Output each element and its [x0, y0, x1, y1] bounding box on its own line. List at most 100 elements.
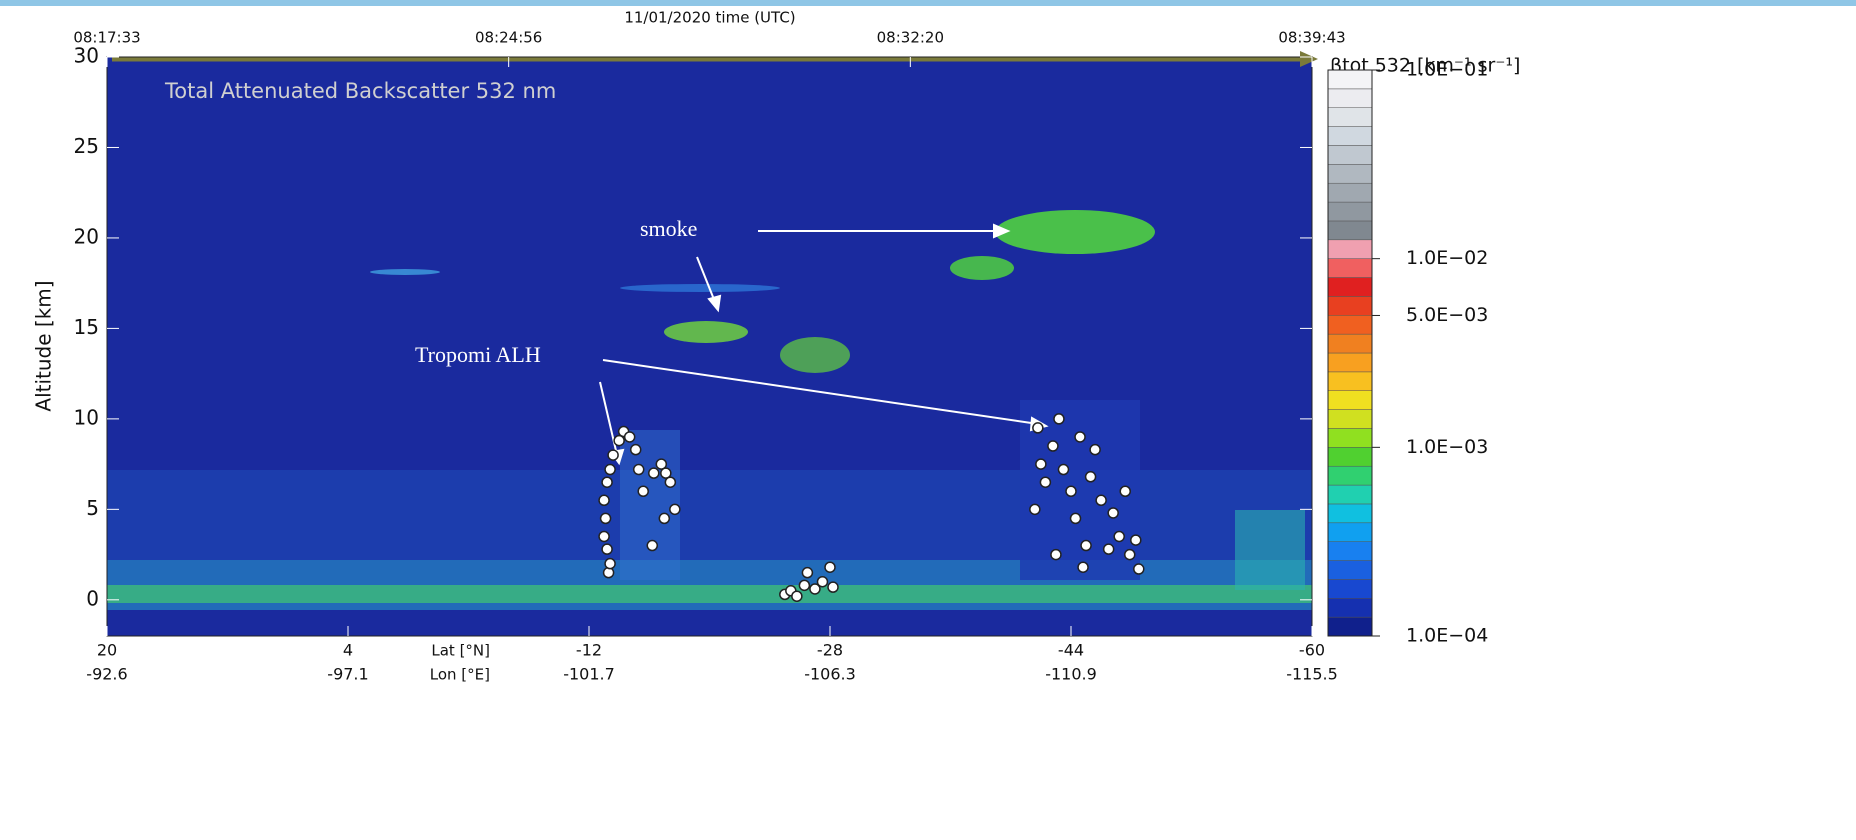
smoke-plume — [950, 256, 1014, 280]
lon-label: Lon [°E] — [430, 666, 490, 684]
colorbar-step — [1328, 221, 1372, 240]
time-tick-label: 08:39:43 — [1278, 29, 1345, 47]
alh-point — [1086, 472, 1096, 482]
y-tick-label: 5 — [86, 496, 99, 520]
alh-point — [1078, 562, 1088, 572]
smoke-layer — [370, 269, 440, 275]
y-tick-label: 20 — [74, 224, 99, 248]
alh-point — [608, 450, 618, 460]
alh-point — [1030, 504, 1040, 514]
colorbar-step — [1328, 240, 1372, 259]
alh-point — [599, 495, 609, 505]
alh-point — [1075, 432, 1085, 442]
colorbar-step — [1328, 598, 1372, 617]
colorbar-step — [1328, 485, 1372, 504]
y-tick-label: 25 — [74, 134, 99, 158]
colorbar-step — [1328, 278, 1372, 297]
cloud — [1235, 510, 1305, 590]
alh-point — [799, 580, 809, 590]
page: 11/01/2020 time (UTC) Total Attenuated B… — [0, 0, 1856, 836]
alh-point — [1071, 513, 1081, 523]
colorbar-step — [1328, 145, 1372, 164]
smoke-layer — [620, 284, 780, 292]
alh-point — [631, 445, 641, 455]
alh-point — [1120, 486, 1130, 496]
colorbar-tick-label: 1.0E−04 — [1406, 625, 1488, 647]
alh-point — [792, 591, 802, 601]
inner-label: Total Attenuated Backscatter 532 nm — [164, 79, 556, 103]
colorbar-step — [1328, 353, 1372, 372]
lat-label: Lat [°N] — [431, 642, 490, 660]
alh-point — [601, 513, 611, 523]
colorbar-step — [1328, 561, 1372, 580]
colorbar-step — [1328, 202, 1372, 221]
alh-point — [602, 477, 612, 487]
alh-point — [1125, 550, 1135, 560]
colorbar-tick-label: 1.0E−02 — [1406, 247, 1488, 269]
lon-tick-label: -110.9 — [1045, 665, 1097, 684]
colorbar-step — [1328, 164, 1372, 183]
alh-point — [638, 486, 648, 496]
alh-point — [1036, 459, 1046, 469]
alh-point — [1051, 550, 1061, 560]
x-tick-label: -28 — [817, 641, 843, 660]
colorbar-step — [1328, 617, 1372, 636]
colorbar-step — [1328, 504, 1372, 523]
lon-tick-label: -101.7 — [563, 665, 615, 684]
alh-point — [647, 541, 657, 551]
alh-point — [817, 577, 827, 587]
top-border — [0, 0, 1856, 6]
colorbar-step — [1328, 108, 1372, 127]
annotation: Tropomi ALH — [415, 342, 541, 367]
alh-point — [1054, 414, 1064, 424]
alh-point — [828, 582, 838, 592]
alh-point — [802, 568, 812, 578]
colorbar-step — [1328, 89, 1372, 108]
alh-point — [665, 477, 675, 487]
colorbar-step — [1328, 183, 1372, 202]
lon-tick-label: -115.5 — [1286, 665, 1338, 684]
y-tick-label: 0 — [86, 586, 99, 610]
y-tick-label: 30 — [74, 44, 99, 68]
x-tick-label: -44 — [1058, 641, 1084, 660]
alh-point — [670, 504, 680, 514]
alh-point — [602, 544, 612, 554]
alh-point — [649, 468, 659, 478]
alh-point — [659, 513, 669, 523]
colorbar-tick-label: 5.0E−03 — [1406, 304, 1488, 326]
alh-point — [1114, 531, 1124, 541]
alh-point — [1108, 508, 1118, 518]
colorbar-step — [1328, 70, 1372, 89]
colorbar-step — [1328, 410, 1372, 429]
annotation: smoke — [640, 216, 697, 241]
colorbar-step — [1328, 334, 1372, 353]
chart-title: 11/01/2020 time (UTC) — [624, 9, 795, 27]
colorbar-tick-label: 1.0E−03 — [1406, 436, 1488, 458]
time-tick-label: 08:24:56 — [475, 29, 542, 47]
colorbar-step — [1328, 428, 1372, 447]
surface-layer — [107, 585, 1312, 603]
y-tick-label: 15 — [74, 315, 99, 339]
smoke-plume — [995, 210, 1155, 254]
time-tick-label: 08:32:20 — [877, 29, 944, 47]
lon-tick-label: -106.3 — [804, 665, 856, 684]
x-tick-label: -60 — [1299, 641, 1325, 660]
alh-point — [1134, 564, 1144, 574]
time-tick-label: 08:17:33 — [73, 29, 140, 47]
chart: 11/01/2020 time (UTC) Total Attenuated B… — [0, 0, 1856, 836]
y-tick-label: 10 — [74, 405, 99, 429]
y-axis-label: Altitude [km] — [32, 280, 56, 411]
alh-point — [1033, 423, 1043, 433]
smoke-plume — [780, 337, 850, 373]
colorbar-step — [1328, 259, 1372, 278]
alh-point — [634, 465, 644, 475]
colorbar-step — [1328, 296, 1372, 315]
alh-point — [1066, 486, 1076, 496]
cloud — [620, 430, 680, 580]
x-tick-label: 4 — [343, 641, 353, 660]
colorbar-step — [1328, 447, 1372, 466]
colorbar-tick-label: 1.0E−01 — [1406, 59, 1488, 81]
alh-point — [1048, 441, 1058, 451]
alh-point — [599, 531, 609, 541]
alh-point — [1090, 445, 1100, 455]
